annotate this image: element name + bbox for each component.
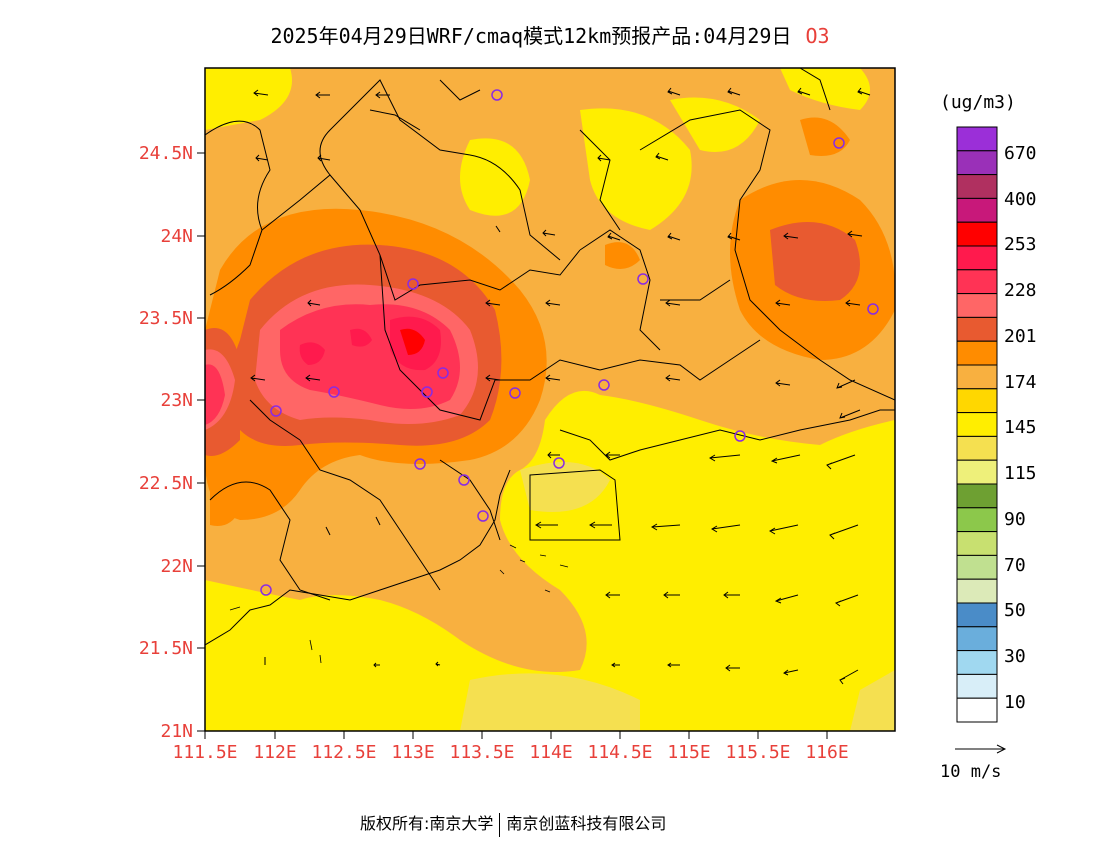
y-tick-label: 24N — [160, 226, 193, 247]
islands — [229, 544, 569, 664]
y-tick-marks — [197, 152, 205, 732]
legend-swatch — [956, 388, 998, 414]
legend-swatch — [956, 697, 998, 723]
legend-swatch — [956, 340, 998, 366]
legend-swatch — [956, 626, 998, 652]
legend-swatch — [956, 364, 998, 390]
y-tick-label: 21N — [160, 721, 193, 742]
legend-swatch — [956, 269, 998, 295]
x-tick-label: 111.5E — [172, 742, 237, 763]
legend-label: 201 — [1004, 326, 1037, 347]
footer-separator — [499, 812, 501, 837]
legend-swatch — [956, 412, 998, 437]
copyright-footer: 版权所有:南京大学 南京创蓝科技有限公司 — [360, 810, 666, 837]
legend-swatch — [956, 602, 998, 628]
legend-swatch — [956, 245, 998, 271]
x-tick-label: 114E — [529, 742, 572, 763]
legend-swatch — [956, 483, 998, 509]
copyright-owner: 版权所有:南京大学 — [360, 814, 494, 833]
y-tick-label: 21.5N — [139, 638, 193, 659]
legend-unit: (ug/m3) — [940, 92, 1016, 113]
legend-label: 10 — [1004, 692, 1026, 713]
legend-swatch — [956, 507, 998, 533]
legend-label: 400 — [1004, 189, 1037, 210]
legend-swatch — [956, 673, 998, 699]
legend-label: 174 — [1004, 372, 1037, 393]
legend-labels: 670 400 253 228 201 174 145 115 90 70 50… — [1004, 143, 1037, 713]
legend-label: 253 — [1004, 234, 1037, 255]
legend-swatch — [956, 316, 998, 342]
legend-label: 50 — [1004, 600, 1026, 621]
legend-label: 670 — [1004, 143, 1037, 164]
legend-label: 145 — [1004, 417, 1037, 438]
legend-label: 90 — [1004, 509, 1026, 530]
y-tick-label: 23N — [160, 390, 193, 411]
x-tick-label: 113E — [391, 742, 434, 763]
y-tick-label: 23.5N — [139, 308, 193, 329]
station-markers — [260, 89, 879, 596]
legend-swatch — [956, 126, 998, 152]
legend-swatch — [956, 459, 998, 485]
y-tick-labels: 21N 21.5N 22N 22.5N 23N 23.5N 24N 24.5N — [139, 143, 193, 742]
map-title: 2025年04月29日WRF/cmaq模式12km预报产品:04月29日 O3 — [0, 20, 1100, 49]
wind-arrows — [250, 87, 871, 685]
legend-label: 115 — [1004, 463, 1037, 484]
x-tick-label: 115E — [667, 742, 710, 763]
concentration-field — [205, 68, 895, 731]
species-label: O3 — [805, 24, 830, 48]
admin-boundaries — [205, 68, 895, 646]
legend-swatch — [956, 650, 998, 675]
legend-colorbar — [956, 126, 998, 723]
legend-swatch — [956, 221, 998, 247]
legend-swatch — [956, 554, 998, 580]
x-tick-label: 112E — [253, 742, 296, 763]
y-tick-label: 22N — [160, 556, 193, 577]
wind-scale-label: 10 m/s — [940, 762, 1001, 782]
x-tick-label: 112.5E — [311, 742, 376, 763]
x-tick-label: 115.5E — [725, 742, 790, 763]
legend-swatch — [956, 578, 998, 604]
legend-label: 30 — [1004, 646, 1026, 667]
x-tick-label: 113.5E — [449, 742, 514, 763]
legend-swatch — [956, 531, 998, 556]
x-tick-label: 116E — [805, 742, 848, 763]
legend-swatch — [956, 174, 998, 199]
legend-swatch — [956, 150, 998, 176]
legend-swatch — [956, 197, 998, 223]
legend-label: 228 — [1004, 280, 1037, 301]
title-text: 2025年04月29日WRF/cmaq模式12km预报产品:04月29日 — [270, 24, 792, 48]
y-tick-label: 24.5N — [139, 143, 193, 164]
x-tick-marks — [204, 731, 828, 739]
x-tick-labels: 111.5E 112E 112.5E 113E 113.5E 114E 114.… — [172, 742, 848, 763]
legend-swatch — [956, 293, 998, 318]
y-tick-label: 22.5N — [139, 473, 193, 494]
wind-scale-arrow — [955, 744, 1007, 754]
legend-swatch — [956, 435, 998, 461]
copyright-company: 南京创蓝科技有限公司 — [506, 814, 667, 833]
legend-label: 70 — [1004, 555, 1026, 576]
x-tick-label: 114.5E — [587, 742, 652, 763]
